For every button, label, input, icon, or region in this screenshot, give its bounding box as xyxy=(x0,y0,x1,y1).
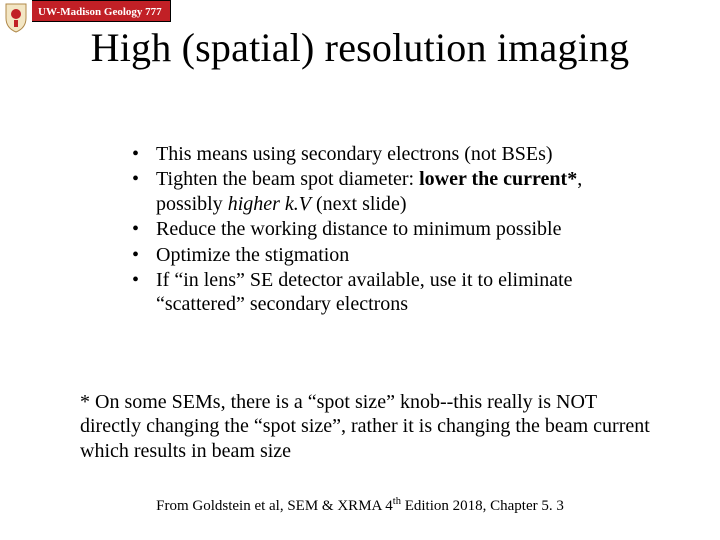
slide-title: High (spatial) resolution imaging xyxy=(0,24,720,71)
bullet-list: This means using secondary electrons (no… xyxy=(130,142,630,318)
bullet-text-fragment: (next slide) xyxy=(311,193,407,215)
bullet-item: If “in lens” SE detector available, use … xyxy=(130,268,630,317)
citation-fragment: From Goldstein et al, SEM & XRMA 4 xyxy=(156,498,393,514)
footnote-text: * On some SEMs, there is a “spot size” k… xyxy=(80,390,650,463)
bullet-item: This means using secondary electrons (no… xyxy=(130,142,630,166)
citation-fragment: Edition 2018, Chapter 5. 3 xyxy=(401,498,564,514)
bullet-text: Reduce the working distance to minimum p… xyxy=(156,218,562,240)
bullet-text-italic: higher k.V xyxy=(228,193,311,215)
bullet-text: Optimize the stigmation xyxy=(156,244,349,266)
bullet-item: Reduce the working distance to minimum p… xyxy=(130,217,630,241)
citation-superscript: th xyxy=(393,496,401,507)
bullet-text-bold: lower the current* xyxy=(419,168,577,190)
citation: From Goldstein et al, SEM & XRMA 4th Edi… xyxy=(0,498,720,515)
bullet-text: If “in lens” SE detector available, use … xyxy=(156,269,573,315)
bullet-text: This means using secondary electrons (no… xyxy=(156,143,553,165)
course-banner: UW-Madison Geology 777 xyxy=(0,0,171,22)
bullet-item: Tighten the beam spot diameter: lower th… xyxy=(130,167,630,216)
bullet-item: Optimize the stigmation xyxy=(130,243,630,267)
bullet-text-fragment: Tighten the beam spot diameter: xyxy=(156,168,419,190)
course-label: UW-Madison Geology 777 xyxy=(32,0,171,22)
